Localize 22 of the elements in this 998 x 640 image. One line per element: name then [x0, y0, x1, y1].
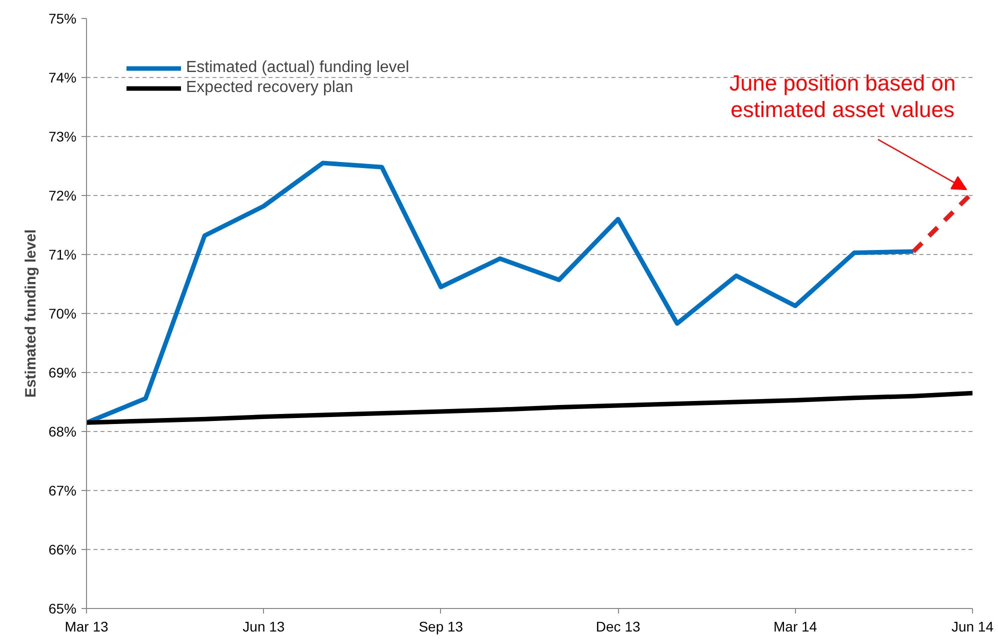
legend-label: Expected recovery plan	[186, 79, 354, 97]
x-tick-label: Mar 14	[774, 618, 818, 634]
y-tick-label: 72%	[48, 188, 77, 204]
x-tick-label: Jun 14	[951, 618, 994, 634]
y-tick-label: 67%	[48, 482, 77, 498]
y-tick-label: 75%	[48, 10, 77, 26]
y-tick-label: 71%	[48, 246, 77, 262]
y-tick-label: 66%	[48, 542, 77, 558]
legend-label: Estimated (actual) funding level	[186, 59, 410, 77]
x-tick-label: Dec 13	[596, 618, 640, 634]
x-tick-label: Mar 13	[64, 618, 108, 634]
annotation: June position based on estimated asset values	[729, 70, 956, 122]
y-tick-label: 68%	[48, 424, 77, 440]
y-tick-label: 70%	[48, 306, 77, 322]
y-tick-label: 69%	[48, 364, 77, 380]
y-axis-title: Estimated funding level	[22, 229, 40, 398]
y-tick-label: 65%	[48, 600, 77, 616]
x-tick-label: Sep 13	[418, 618, 464, 634]
line-series	[86, 390, 972, 425]
y-tick-label: 74%	[48, 70, 77, 86]
y-tick-label: 73%	[48, 128, 77, 144]
x-tick-label: Jun 13	[242, 618, 285, 634]
